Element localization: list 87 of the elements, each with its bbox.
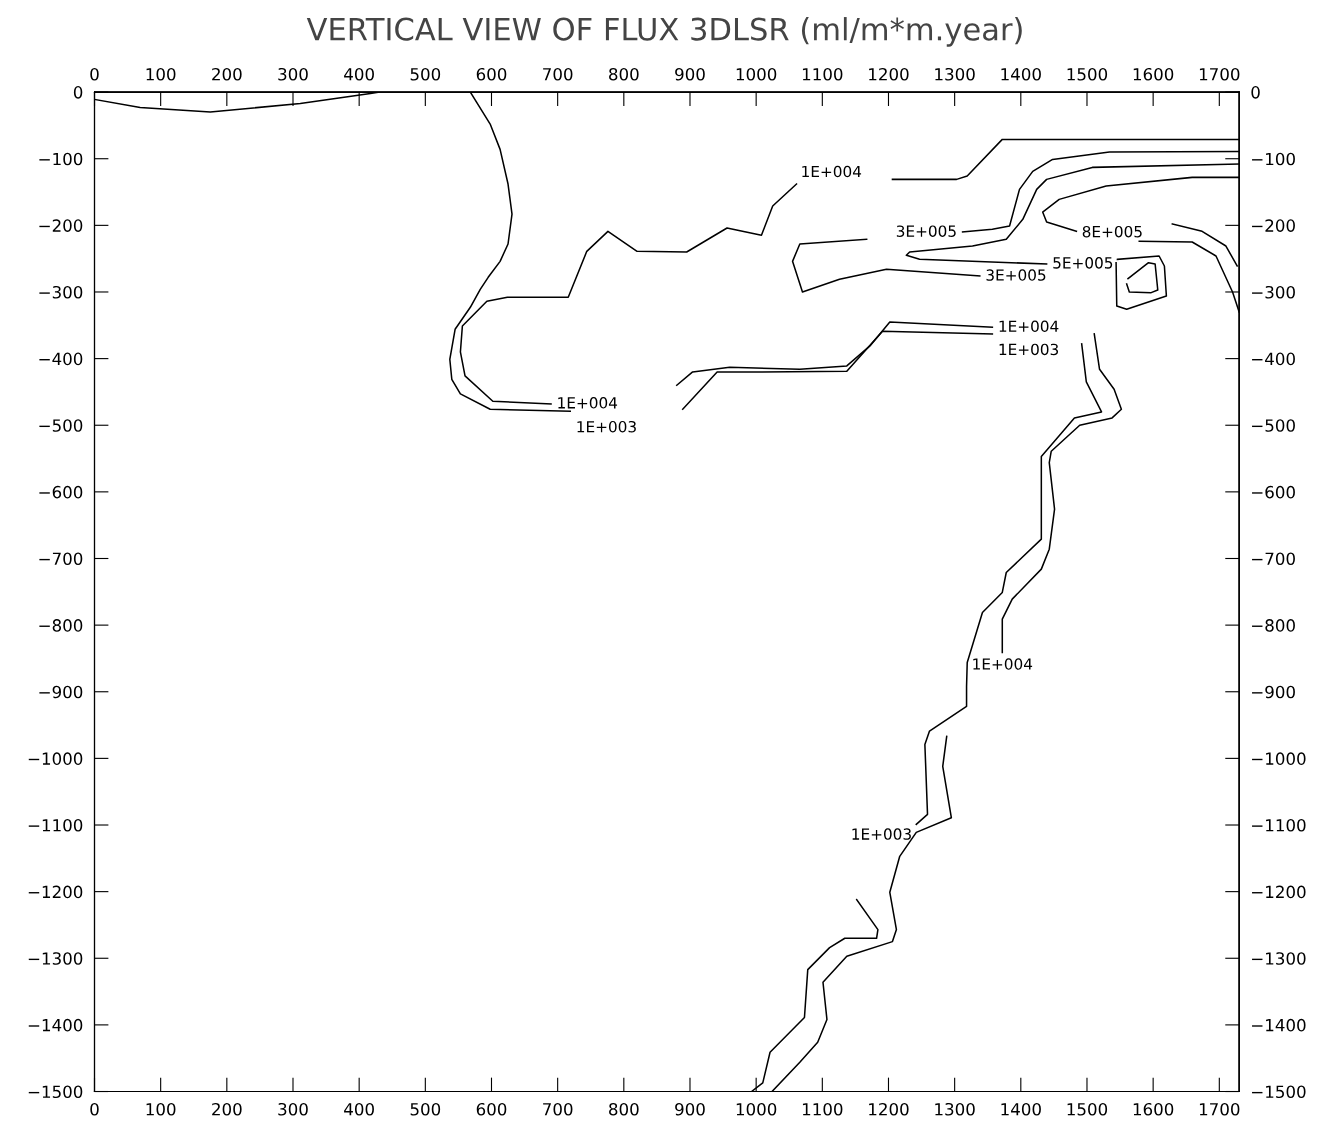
- line-series: [750, 898, 879, 1092]
- x2-tick-label: 1500: [1067, 67, 1108, 81]
- y2-tick-label: −1200: [1252, 885, 1306, 899]
- x2-tick-label: 1700: [1199, 67, 1240, 81]
- y-tick-label: −400: [39, 352, 83, 366]
- y-tick-label: −800: [39, 619, 83, 632]
- y2-tick-label: −800: [1252, 619, 1295, 632]
- line-series: [1001, 333, 1123, 654]
- y-tick-label: −1200: [28, 885, 83, 899]
- y2-tick-label: −600: [1252, 485, 1295, 499]
- x2-tick-label: 1000: [736, 67, 777, 81]
- y-tick-label: −100: [39, 152, 83, 166]
- y-tick-label: −1300: [28, 952, 83, 965]
- x-tick-label: 700: [543, 1102, 573, 1116]
- y-tick-label: 0: [73, 86, 83, 99]
- annotation: 1E+004: [973, 658, 1033, 670]
- y-tick-label: −200: [39, 219, 83, 232]
- y2-tick-label: −100: [1252, 152, 1295, 166]
- annotation: 1E+004: [802, 165, 862, 178]
- y2-tick-label: −1100: [1252, 818, 1306, 832]
- x2-tick-label: 700: [543, 67, 573, 81]
- x-tick-label: 1500: [1067, 1102, 1108, 1116]
- x2-tick-label: 1600: [1133, 67, 1174, 81]
- x-tick-label: 1400: [1001, 1102, 1041, 1116]
- y2-tick-label: −400: [1252, 352, 1295, 366]
- annotation: 1E+003: [852, 828, 911, 840]
- x-tick-label: 0: [90, 1102, 99, 1116]
- x-tick-label: 1100: [802, 1102, 843, 1116]
- x2-tick-label: 1400: [1001, 67, 1041, 81]
- annotation: 1E+004: [558, 397, 618, 409]
- y2-tick-label: −1300: [1252, 952, 1306, 965]
- annotation: 1E+003: [999, 343, 1059, 356]
- x-tick-label: 800: [609, 1102, 639, 1116]
- x-tick-label: 600: [476, 1102, 507, 1116]
- y2-tick-label: −1000: [1252, 752, 1306, 765]
- x2-tick-label: 300: [278, 67, 308, 81]
- x-tick-label: 1300: [935, 1102, 975, 1116]
- x2-tick-label: 1100: [802, 67, 843, 81]
- annotation: 1E+004: [999, 320, 1059, 333]
- x-tick-label: 1600: [1133, 1102, 1174, 1116]
- annotation: 1E+003: [577, 420, 636, 433]
- y2-tick-label: 0: [1251, 86, 1260, 99]
- annotation: 3E+005: [986, 269, 1046, 281]
- y2-tick-label: −700: [1252, 552, 1295, 566]
- x-tick-label: 300: [278, 1102, 308, 1116]
- y-tick-label: −1000: [28, 752, 83, 765]
- y-tick-label: −1400: [28, 1018, 83, 1032]
- annotation: 3E+005: [896, 225, 956, 237]
- y2-tick-label: −1500: [1252, 1085, 1306, 1099]
- y-tick-label: −700: [39, 552, 83, 566]
- x2-tick-label: 100: [146, 67, 176, 81]
- line-series: [1125, 261, 1159, 294]
- y-tick-label: −900: [39, 685, 83, 699]
- line-series: [771, 735, 953, 1092]
- y2-tick-label: −1400: [1252, 1018, 1306, 1032]
- y-tick-label: −500: [39, 419, 83, 432]
- x-tick-label: 400: [344, 1102, 374, 1116]
- y2-tick-label: −200: [1252, 219, 1295, 232]
- x2-tick-label: 400: [344, 67, 374, 81]
- x-tick-label: 1200: [869, 1102, 909, 1116]
- x2-tick-label: 800: [609, 67, 639, 81]
- chart-title: VERTICAL VIEW OF FLUX 3DLSR (ml/m*m.year): [306, 17, 1022, 47]
- y-tick-label: −1500: [28, 1085, 83, 1099]
- x2-tick-label: 500: [410, 67, 441, 81]
- x2-tick-label: 0: [90, 67, 99, 81]
- y2-tick-label: −300: [1252, 285, 1295, 299]
- annotation: 5E+005: [1053, 257, 1113, 269]
- x-tick-label: 200: [212, 1102, 242, 1116]
- x-tick-label: 500: [410, 1102, 441, 1116]
- x2-tick-label: 1300: [935, 67, 975, 81]
- y-tick-label: −600: [39, 485, 83, 499]
- x-tick-label: 1700: [1199, 1102, 1240, 1116]
- x2-tick-label: 900: [675, 67, 705, 81]
- y-tick-label: −300: [39, 285, 83, 299]
- y2-tick-label: −500: [1252, 419, 1295, 432]
- line-series: [915, 343, 1103, 826]
- x2-tick-label: 600: [476, 67, 507, 81]
- line-series: [1115, 255, 1168, 311]
- y2-tick-label: −900: [1252, 685, 1295, 699]
- x-tick-label: 100: [146, 1102, 176, 1116]
- x2-tick-label: 1200: [869, 67, 909, 81]
- x-tick-label: 900: [675, 1102, 705, 1116]
- x-tick-label: 1000: [736, 1102, 777, 1116]
- line-series: [791, 238, 981, 293]
- x2-tick-label: 200: [212, 67, 242, 81]
- annotation: 8E+005: [1082, 225, 1142, 238]
- y-tick-label: −1100: [28, 818, 83, 832]
